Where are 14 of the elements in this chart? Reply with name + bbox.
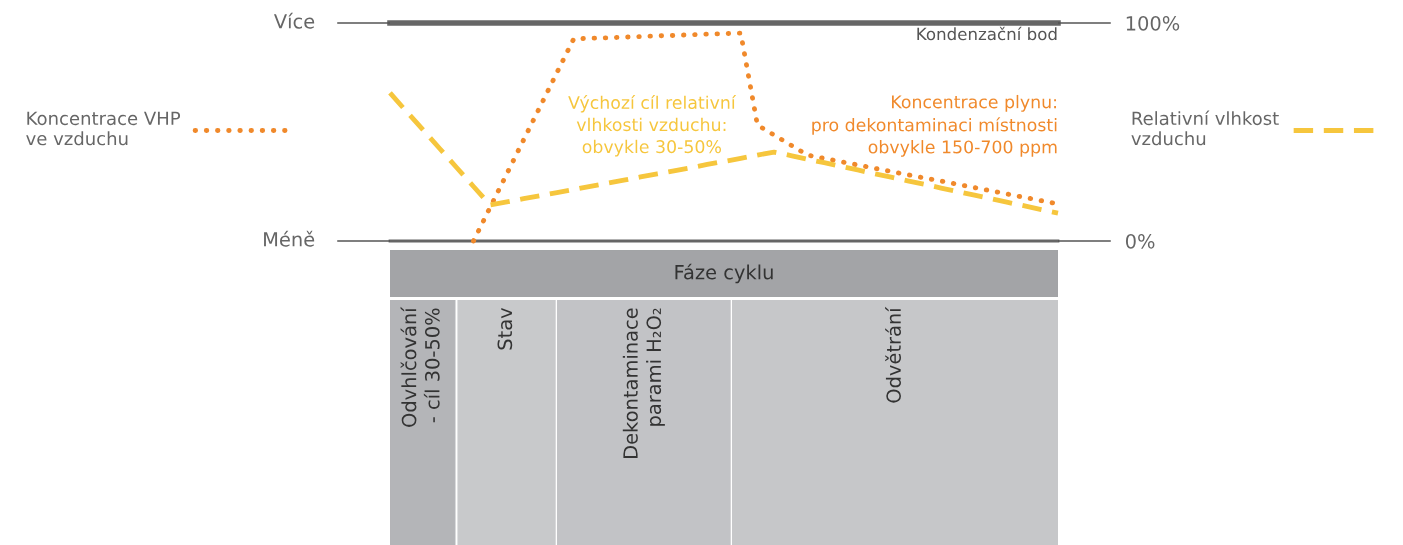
annotation: Výchozí cíl relativní vlhkosti vzduchu: obvykle 30-50% [568, 94, 737, 157]
legend-label: Relativní vlhkost vzduchu [1131, 110, 1279, 146]
text: Odvětrání [885, 306, 901, 403]
text: Stav [497, 307, 513, 350]
ref-line-label: Kondenzační bod [917, 26, 1057, 41]
annotation: Koncentrace plynu: pro dekontaminaci místnosti obvykle 150-700 ppm [812, 94, 1057, 157]
text: Odvhlčování - cíl 30-50% [400, 306, 440, 427]
y-tick-label: 0% [1125, 233, 1155, 249]
y-tick-label: 100% [1126, 15, 1180, 31]
text: Dekontaminace parami H₂O₂ [622, 308, 665, 458]
legend-label: Koncentrace VHP ve vzduchu [26, 111, 181, 146]
text: Více [273, 12, 315, 29]
text: Fáze cyklu [675, 263, 773, 284]
text: Méně [264, 230, 315, 247]
